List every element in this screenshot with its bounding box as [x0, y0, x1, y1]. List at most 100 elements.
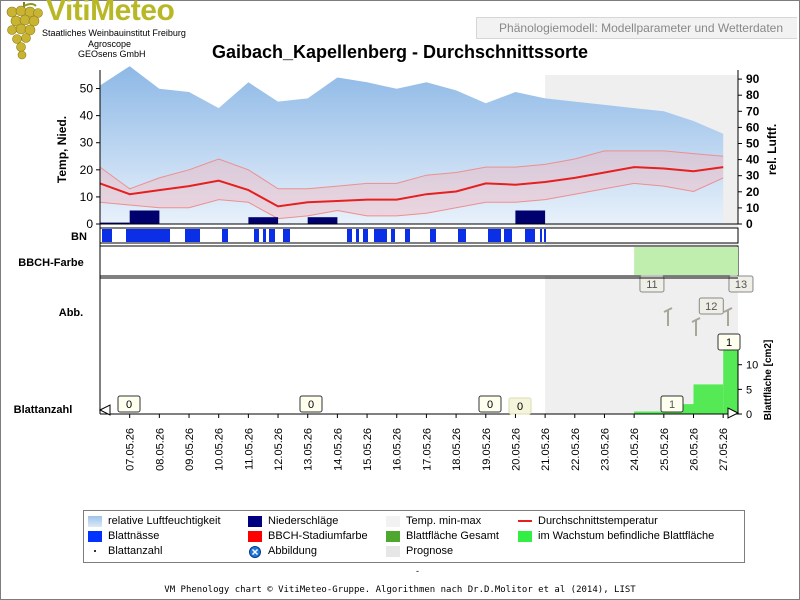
leaf-count-box — [478, 395, 502, 413]
chart-title: Gaibach_Kapellenberg - Durchschnittssort… — [211, 42, 589, 62]
leaf-count-box — [660, 395, 684, 413]
humidity-tick-label: 40 — [746, 153, 760, 167]
temp-tick-label: 10 — [80, 190, 94, 204]
precipitation-bar — [515, 210, 546, 224]
humidity-tick-label: 60 — [746, 120, 760, 134]
logo-line-3: GEOsens GmbH — [78, 49, 146, 59]
leaf-wetness-block — [525, 229, 535, 242]
leaf-wetness-block — [488, 229, 501, 242]
leaf-wetness-block — [222, 229, 228, 242]
row-label-bbch: BBCH-Farbe — [18, 257, 83, 269]
date-tick-label: 19.05.26 — [481, 428, 493, 471]
leaf-area-growing-swatch-icon — [518, 531, 532, 542]
leaf-area-bar — [693, 384, 724, 414]
legend-label: Abbildung — [268, 545, 317, 557]
legend-label: Prognose — [406, 545, 454, 557]
date-tick-label: 14.05.26 — [332, 428, 344, 471]
date-tick-label: 20.05.26 — [510, 428, 522, 471]
precipitation-bar — [307, 217, 338, 224]
avg-temp-line — [99, 166, 724, 208]
temp-max-line — [99, 150, 724, 190]
precipitation-swatch-icon — [248, 516, 262, 527]
humidity-tick-label: 50 — [746, 137, 760, 151]
bn-row-frame — [99, 227, 739, 244]
logo: VitiMeteo Staatliches Weinbauinstitut Fr… — [2, 0, 202, 62]
leaf-area-axis-label: Blattfläche [cm2] — [763, 340, 774, 421]
humidity-tick-label: 30 — [746, 169, 760, 183]
grape-logo-icon — [6, 2, 43, 60]
legend-label: BBCH-Stadiumfarbe — [268, 530, 368, 542]
date-tick-label: 25.05.26 — [659, 428, 671, 471]
temp-tick-label: 20 — [80, 163, 94, 177]
header-tab-label: Phänologiemodell: Modellparameter und We… — [499, 21, 783, 35]
leaf-wetness-block — [363, 229, 368, 242]
temp-axis-label: Temp, Nied. — [55, 116, 69, 183]
leaf-wetness-block — [374, 229, 387, 242]
leaf-wetness-block — [185, 229, 200, 242]
arrow-left-icon — [98, 404, 111, 416]
humidity-area — [100, 66, 724, 224]
row-label-abb: Abb. — [59, 307, 83, 319]
bbch-color-block — [634, 247, 738, 275]
row-label-bn: BN — [71, 231, 87, 243]
leaf-wetness-block — [540, 229, 542, 242]
leaf-wetness-block — [126, 229, 170, 242]
header-tab[interactable]: Phänologiemodell: Modellparameter und We… — [476, 17, 797, 39]
bbch-row-frame — [99, 245, 739, 277]
legend-label: Temp. min-max — [406, 515, 482, 527]
bbch-color-swatch-icon — [248, 531, 262, 542]
precipitation-bar — [248, 217, 279, 224]
leaf-wetness-block — [405, 229, 410, 242]
leaf-wetness-block — [430, 229, 436, 242]
date-tick-label: 23.05.26 — [600, 428, 612, 471]
humidity-tick-label: 70 — [746, 104, 760, 118]
date-tick-label: 13.05.26 — [303, 428, 315, 471]
leaf-wetness-block — [504, 229, 512, 242]
avg-temp-swatch-icon — [518, 520, 532, 522]
leaf-count-label: 1 — [669, 399, 675, 411]
plant-image-icon — [723, 307, 733, 326]
date-tick-label: 22.05.26 — [570, 428, 582, 471]
legend-label: Niederschläge — [268, 515, 339, 527]
leaf-count-box — [117, 395, 141, 413]
date-tick-label: 11.05.26 — [243, 428, 255, 470]
leaf-wetness-block — [263, 229, 266, 242]
date-tick-label: 08.05.26 — [154, 428, 166, 471]
date-tick-label: 16.05.26 — [392, 428, 404, 471]
legend-label: Durchschnittstemperatur — [538, 515, 658, 527]
precipitation-bar — [129, 210, 160, 224]
leaf-wetness-swatch-icon — [88, 531, 102, 542]
leaf-count-label: 0 — [126, 399, 132, 411]
forecast-swatch-icon — [386, 546, 400, 557]
leaf-wetness-block — [254, 229, 259, 242]
humidity-tick-label: 0 — [746, 217, 753, 231]
date-tick-label: 10.05.26 — [214, 428, 226, 471]
plant-image-icon — [691, 317, 701, 336]
leaf-count-dot-icon — [88, 546, 102, 557]
leaf-area-total-swatch-icon — [386, 531, 400, 542]
temp-tick-label: 50 — [80, 82, 94, 96]
logo-line-2: Agroscope — [88, 39, 132, 49]
date-tick-label: 15.05.26 — [362, 428, 374, 471]
leaf-count-label: 1 — [726, 337, 732, 349]
leaf-count-box — [299, 395, 323, 413]
temp-tick-label: 0 — [86, 217, 93, 231]
row-label-blattanzahl: Blattanzahl — [14, 404, 73, 416]
leaf-wetness-block — [458, 229, 466, 242]
temp-range-band — [100, 150, 724, 219]
date-tick-label: 24.05.26 — [629, 428, 641, 471]
temp-range-swatch-icon — [386, 516, 400, 527]
leaf-wetness-block — [283, 229, 290, 242]
humidity-tick-label: 10 — [746, 201, 760, 215]
leaf-wetness-block — [391, 229, 395, 242]
legend-label: im Wachstum befindliche Blattfläche — [538, 530, 715, 542]
legend-label: Blattfläche Gesamt — [406, 530, 499, 542]
footer-dash: - — [416, 566, 419, 576]
leaf-tick-label: 10 — [746, 360, 758, 372]
date-tick-label: 18.05.26 — [451, 428, 463, 471]
leaf-tick-label: 5 — [746, 384, 752, 396]
leaf-area-bar — [634, 411, 664, 414]
date-tick-label: 26.05.26 — [689, 428, 701, 471]
humidity-tick-label: 20 — [746, 185, 760, 199]
